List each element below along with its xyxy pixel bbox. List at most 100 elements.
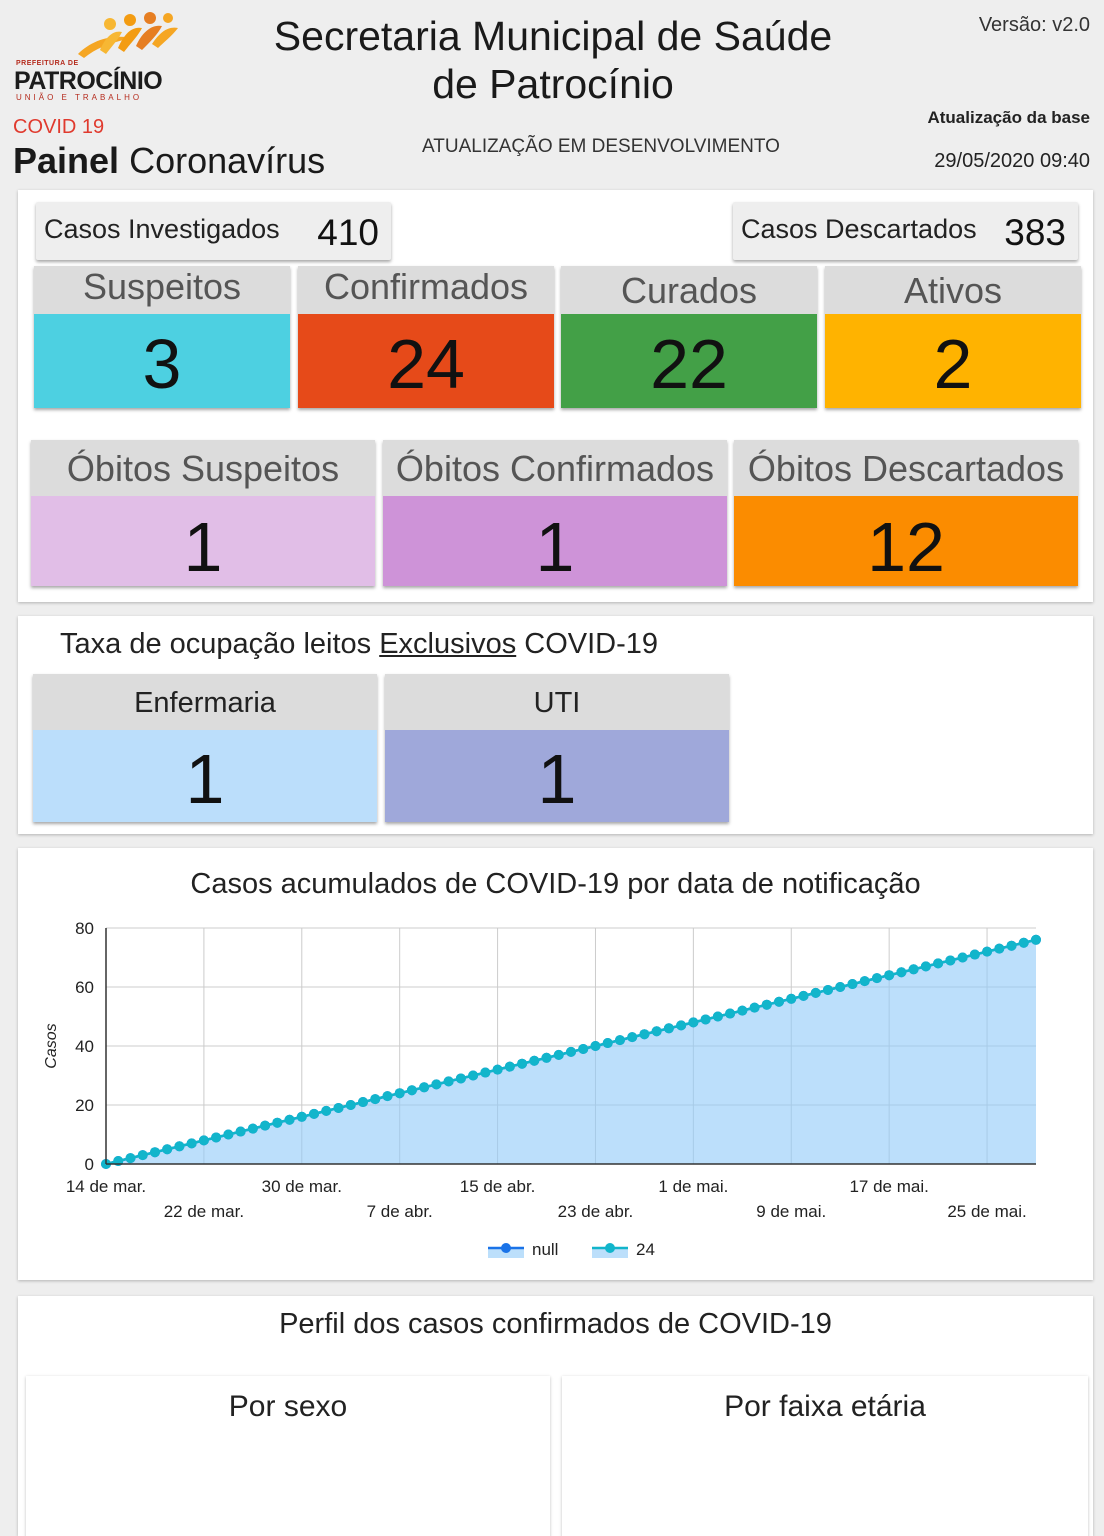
death-descartados: Óbitos Descartados 12 — [734, 440, 1078, 586]
data-point — [786, 993, 797, 1004]
data-point — [198, 1135, 209, 1146]
data-point — [859, 976, 870, 987]
y-axis-title: Casos — [43, 1023, 60, 1068]
data-point — [345, 1100, 356, 1110]
data-point — [957, 952, 968, 963]
data-point — [933, 958, 944, 969]
header: PREFEITURA DE PATROCÍNIO UNIÃO E TRABALH… — [0, 0, 1104, 188]
y-tick-label: 60 — [75, 978, 94, 997]
panel-title: Painel Coronavírus — [13, 140, 325, 182]
legend-label: null — [532, 1240, 558, 1259]
data-point — [712, 1011, 723, 1022]
data-point — [566, 1046, 576, 1057]
data-point — [798, 990, 809, 1001]
stat-confirmados-label: Confirmados — [298, 266, 554, 314]
occupancy-card: Taxa de ocupação leitos Exclusivos COVID… — [18, 616, 1093, 834]
development-note: ATUALIZAÇÃO EM DESENVOLVIMENTO — [422, 136, 780, 157]
investigated-cases-value: 410 — [317, 212, 379, 253]
data-point — [504, 1061, 515, 1072]
data-point — [810, 987, 821, 998]
discarded-cases-value: 383 — [1004, 212, 1066, 253]
panel-title-rest: Coronavírus — [129, 140, 326, 181]
data-point — [382, 1091, 393, 1102]
cases-card: Casos Investigados 410 Casos Descartados… — [18, 190, 1093, 602]
data-point — [260, 1120, 271, 1131]
legend-label: 24 — [636, 1240, 655, 1259]
data-point — [602, 1038, 613, 1049]
stat-suspeitos-value: 3 — [34, 314, 290, 408]
death-descartados-value: 12 — [734, 496, 1078, 586]
death-descartados-label: Óbitos Descartados — [734, 440, 1078, 496]
x-tick-label: 22 de mar. — [164, 1202, 244, 1221]
chart-title: Casos acumulados de COVID-19 por data de… — [190, 868, 921, 900]
data-point — [468, 1070, 479, 1081]
data-point — [688, 1017, 699, 1028]
data-point — [639, 1029, 650, 1040]
occupancy-title: Taxa de ocupação leitos Exclusivos COVID… — [60, 628, 658, 661]
data-point — [590, 1041, 601, 1051]
x-tick-label: 15 de abr. — [460, 1177, 536, 1196]
cumulative-cases-chart-card: Casos acumulados de COVID-19 por data de… — [18, 848, 1093, 1280]
data-point — [529, 1055, 540, 1066]
stat-curados: Curados 22 — [561, 266, 817, 408]
data-point — [162, 1144, 173, 1155]
panel-title-bold: Painel — [13, 140, 120, 181]
x-tick-label: 23 de abr. — [558, 1202, 634, 1221]
occupancy-title-underlined: Exclusivos — [379, 628, 517, 660]
bed-enfermaria-value: 1 — [33, 730, 377, 822]
x-tick-label: 14 de mar. — [66, 1177, 146, 1196]
data-point — [174, 1141, 185, 1152]
data-point — [247, 1123, 258, 1134]
data-point — [394, 1088, 405, 1099]
bed-uti-value: 1 — [385, 730, 729, 822]
data-point — [982, 946, 993, 957]
data-point — [321, 1105, 332, 1116]
y-tick-label: 80 — [75, 919, 94, 938]
occupancy-title-post: COVID-19 — [516, 628, 659, 660]
data-point — [835, 982, 846, 992]
x-tick-label: 17 de mai. — [849, 1177, 928, 1196]
stat-confirmados: Confirmados 24 — [298, 266, 554, 408]
stat-ativos-value: 2 — [825, 314, 1081, 408]
logo-tagline: UNIÃO E TRABALHO — [16, 93, 143, 102]
data-point — [761, 999, 772, 1010]
data-point — [211, 1132, 222, 1143]
death-confirmados-label: Óbitos Confirmados — [383, 440, 727, 496]
data-point — [822, 984, 833, 995]
stat-curados-value: 22 — [561, 314, 817, 408]
data-point — [945, 955, 956, 966]
x-tick-label: 30 de mar. — [262, 1177, 342, 1196]
bed-enfermaria-label: Enfermaria — [33, 674, 377, 730]
occupancy-title-pre: Taxa de ocupação leitos — [60, 628, 380, 660]
by-age-title: Por faixa etária — [724, 1390, 926, 1423]
investigated-cases-box: Casos Investigados 410 — [36, 202, 391, 260]
by-sex-title: Por sexo — [228, 1390, 348, 1423]
data-point — [455, 1073, 466, 1084]
data-point — [908, 964, 919, 975]
data-point — [1031, 934, 1041, 945]
x-tick-label: 25 de mai. — [947, 1202, 1026, 1221]
data-point — [614, 1035, 625, 1046]
stat-suspeitos: Suspeitos 3 — [34, 266, 290, 408]
data-point — [492, 1064, 503, 1075]
data-point — [676, 1020, 687, 1031]
legend-marker — [501, 1243, 511, 1253]
data-point — [725, 1008, 736, 1019]
data-point — [125, 1153, 136, 1164]
y-tick-label: 40 — [75, 1037, 94, 1056]
data-point — [431, 1079, 442, 1090]
by-age-panel: Por faixa etária — [562, 1376, 1088, 1536]
discarded-cases-box: Casos Descartados 383 — [733, 202, 1078, 260]
data-point — [1006, 940, 1017, 951]
y-tick-label: 0 — [85, 1155, 94, 1174]
x-tick-label: 7 de abr. — [367, 1202, 433, 1221]
data-point — [223, 1129, 234, 1140]
update-date: 29/05/2020 09:40 — [934, 150, 1090, 172]
data-point — [357, 1097, 368, 1108]
cumulative-cases-chart: 0 20 40 60 80 14 de mar. 22 de mar. 30 de mar. 7… — [43, 919, 1041, 1259]
data-point — [370, 1094, 381, 1105]
data-point — [749, 1002, 760, 1013]
data-point — [920, 961, 931, 972]
stat-ativos-label: Ativos — [825, 266, 1081, 314]
data-point — [541, 1052, 552, 1063]
